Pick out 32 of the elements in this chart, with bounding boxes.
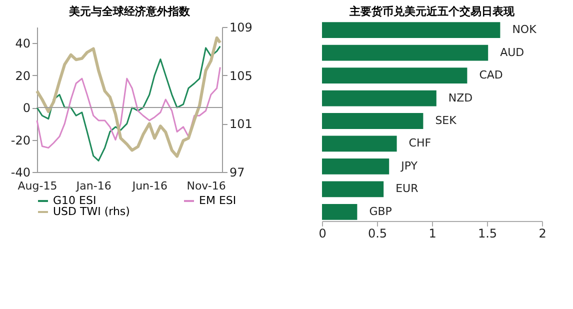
y-tick-label: SEK: [435, 114, 458, 127]
x-tick-label: Aug-15: [18, 180, 58, 192]
x-tick-label: 1: [428, 226, 436, 240]
chart-title: 主要货币兑美元近五个交易日表现: [348, 5, 516, 18]
y-tick-label: 0: [22, 101, 30, 116]
y-tick-label: -40: [10, 166, 30, 180]
y-tick-label: JPY: [400, 159, 418, 172]
y-tick-label: GBP: [369, 204, 392, 218]
legend-label: USD TWI (rhs): [53, 205, 130, 218]
x-tick-label: 0.5: [368, 226, 388, 240]
y-tick-label: NOK: [512, 23, 538, 36]
y2-tick-label: 97: [230, 166, 245, 180]
x-tick-label: 0: [318, 226, 326, 240]
y-tick-label: NZD: [448, 91, 473, 104]
y-tick-label: AUD: [500, 46, 524, 59]
legend-label: EM ESI: [199, 194, 236, 207]
y-tick-label: CHF: [408, 136, 432, 150]
chart-title: 美元与全球经济意外指数: [68, 5, 191, 18]
y2-tick-label: 101: [230, 117, 252, 132]
y-tick-label: CAD: [479, 68, 503, 82]
x-tick-label: 1.5: [478, 226, 498, 240]
x-tick-label: Nov-16: [186, 180, 226, 192]
y2-tick-label: 109: [230, 20, 252, 34]
x-tick-label: Jun-16: [131, 180, 168, 192]
x-tick-label: Jan-16: [75, 180, 112, 192]
x-tick-label: 2: [538, 226, 546, 240]
y-tick-label: -20: [10, 133, 30, 148]
legend-label: G10 ESI: [53, 194, 96, 207]
y-tick-label: 40: [15, 36, 30, 51]
y-tick-label: 20: [15, 68, 30, 83]
y-tick-label: EUR: [396, 182, 419, 196]
y2-tick-label: 105: [230, 68, 252, 83]
